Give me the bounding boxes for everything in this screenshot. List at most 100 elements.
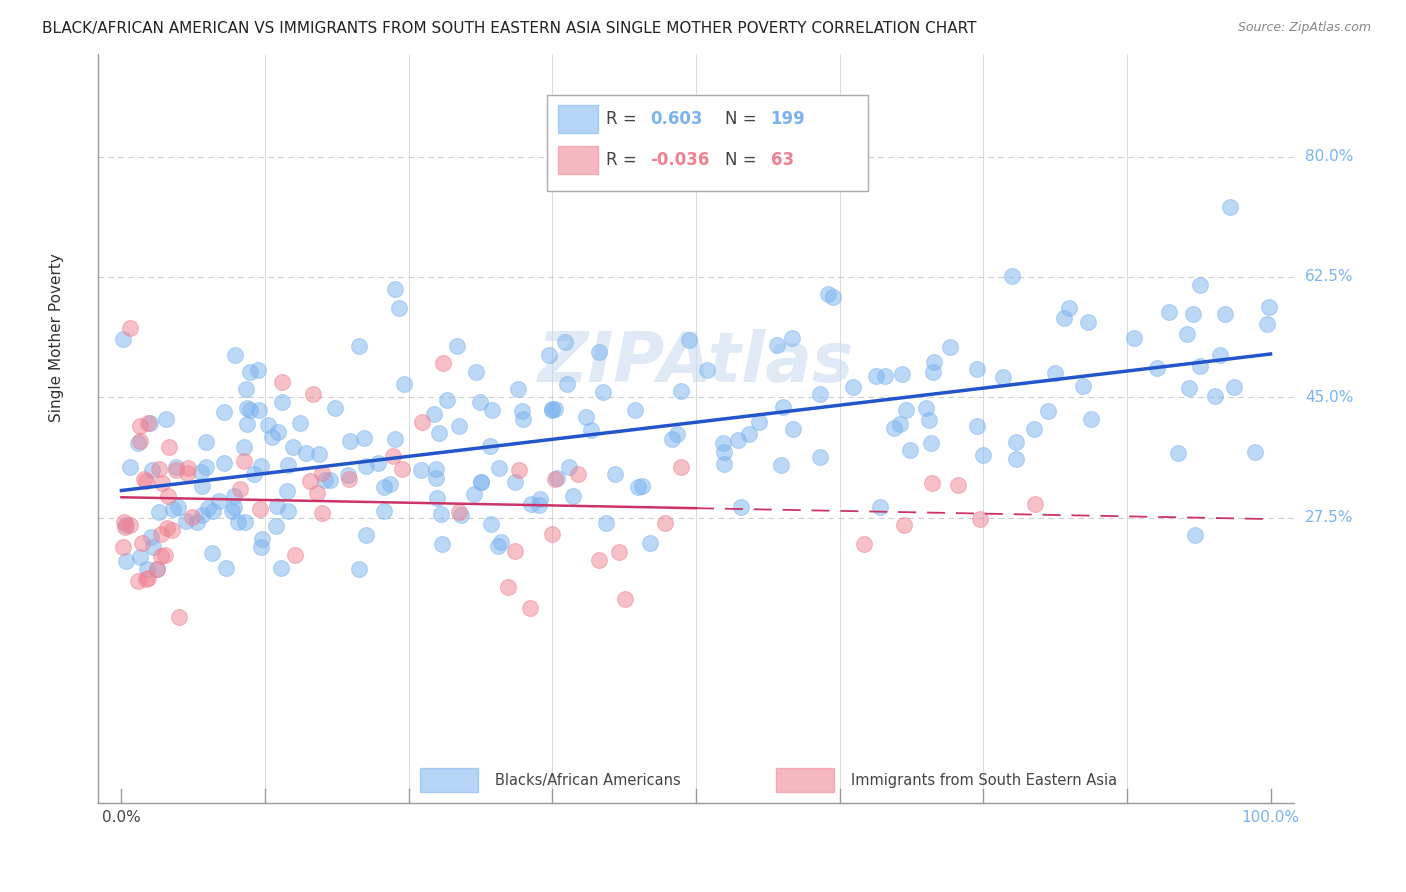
Point xyxy=(991,370,1014,384)
Point xyxy=(624,403,647,417)
Point xyxy=(276,484,298,499)
Point xyxy=(128,549,150,564)
Text: 199: 199 xyxy=(770,110,806,128)
Point xyxy=(112,540,135,554)
Point xyxy=(288,417,311,431)
Point xyxy=(1038,404,1060,418)
Point xyxy=(450,508,472,523)
Point xyxy=(139,530,162,544)
Point xyxy=(432,356,454,370)
Point xyxy=(118,321,141,335)
Point xyxy=(311,506,333,520)
Point xyxy=(1244,444,1267,458)
Point xyxy=(544,472,567,486)
Point xyxy=(127,574,149,588)
Bar xyxy=(776,768,834,792)
Point xyxy=(810,387,832,401)
Point xyxy=(339,434,361,448)
Point xyxy=(232,454,254,468)
Point xyxy=(235,382,257,396)
Point xyxy=(319,474,342,488)
Point xyxy=(914,401,936,415)
Point xyxy=(150,476,173,491)
Point xyxy=(696,362,718,376)
Text: 0.603: 0.603 xyxy=(650,110,703,128)
Point xyxy=(1213,307,1236,321)
Point xyxy=(541,403,564,417)
Point xyxy=(486,539,509,553)
Point xyxy=(270,561,292,575)
Point xyxy=(180,509,202,524)
Point xyxy=(427,426,450,441)
Point xyxy=(1258,300,1281,314)
Point xyxy=(627,480,650,494)
Point xyxy=(162,502,184,516)
Point xyxy=(239,403,262,417)
Point xyxy=(392,376,415,391)
Point xyxy=(194,460,217,475)
Point xyxy=(1175,327,1198,342)
Point xyxy=(270,395,292,409)
Point xyxy=(575,410,598,425)
Point xyxy=(1080,411,1102,425)
Point xyxy=(498,580,520,594)
Point xyxy=(295,446,318,460)
Point xyxy=(921,436,943,450)
Point xyxy=(817,287,839,301)
Point xyxy=(488,461,510,475)
Point xyxy=(463,486,485,500)
Point xyxy=(889,417,911,432)
Point xyxy=(1181,307,1204,321)
Point xyxy=(1209,349,1232,363)
Point xyxy=(519,600,541,615)
Point xyxy=(252,533,274,547)
Point xyxy=(918,413,941,427)
Point xyxy=(145,562,167,576)
Point xyxy=(1167,446,1189,460)
Point xyxy=(382,450,405,464)
Point xyxy=(111,332,134,346)
Point xyxy=(595,516,617,530)
Point xyxy=(112,515,135,529)
Point xyxy=(772,400,794,414)
Point xyxy=(481,402,503,417)
Point xyxy=(883,421,905,435)
Point xyxy=(239,365,262,379)
Point xyxy=(155,548,177,562)
Point xyxy=(139,416,162,430)
Point xyxy=(177,460,200,475)
Point xyxy=(922,355,945,369)
Point xyxy=(489,535,512,549)
Text: R =: R = xyxy=(606,110,637,128)
Point xyxy=(411,415,433,429)
Point xyxy=(129,419,152,434)
Point xyxy=(1005,452,1028,467)
Point xyxy=(201,504,224,518)
Point xyxy=(468,394,491,409)
Point xyxy=(529,491,551,506)
Point xyxy=(191,478,214,492)
Point xyxy=(1204,389,1226,403)
Point xyxy=(470,475,492,490)
Point xyxy=(537,348,560,362)
Bar xyxy=(420,768,478,792)
Point xyxy=(1219,200,1241,214)
Text: 45.0%: 45.0% xyxy=(1305,390,1354,405)
Point xyxy=(266,499,288,513)
Point xyxy=(302,387,325,401)
Point xyxy=(503,475,526,489)
Point xyxy=(162,524,184,538)
Point xyxy=(148,462,170,476)
Point xyxy=(224,348,246,362)
Point xyxy=(669,460,692,475)
Point xyxy=(765,338,787,352)
Point xyxy=(713,457,735,471)
Point xyxy=(969,512,991,526)
Point xyxy=(323,401,346,416)
Point xyxy=(581,423,603,437)
Point xyxy=(430,537,453,551)
Point xyxy=(588,345,610,359)
Text: 27.5%: 27.5% xyxy=(1305,510,1354,525)
Point xyxy=(176,466,198,480)
Point xyxy=(307,486,329,500)
